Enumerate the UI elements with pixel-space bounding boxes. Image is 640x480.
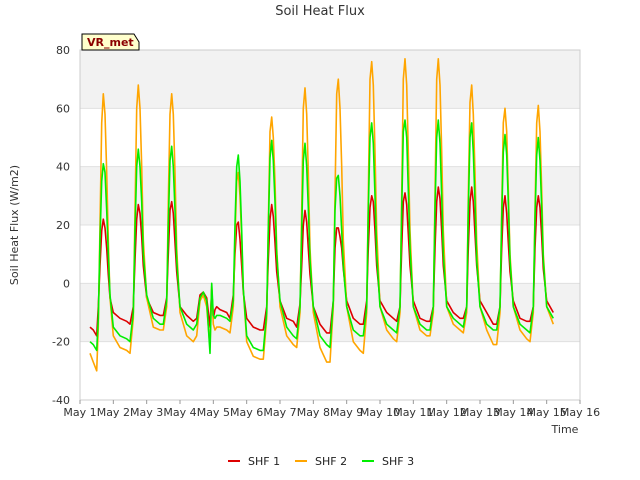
annotation-label: VR_met xyxy=(87,36,134,49)
legend: SHF 1 SHF 2 SHF 3 xyxy=(228,455,414,468)
x-tick-label: May 16 xyxy=(560,406,600,419)
x-tick-label: May 14 xyxy=(493,406,533,419)
background-band-2 xyxy=(80,50,580,109)
x-axis-label: Time xyxy=(551,423,579,436)
annotation-badge: VR_met xyxy=(81,33,140,51)
x-tick-labels: May 1 May 2 May 3 May 4 May 5 May 6 May 7 May 8… xyxy=(63,400,600,419)
x-tick-label: May 7 xyxy=(263,406,296,419)
y-tick-label: 60 xyxy=(56,102,70,115)
x-tick-label: May 13 xyxy=(460,406,500,419)
y-tick-label: 40 xyxy=(56,161,70,174)
annotation-box xyxy=(81,33,140,51)
y-tick-label: 80 xyxy=(56,44,70,57)
chart-title: Soil Heat Flux xyxy=(275,4,365,19)
y-tick-label: 0 xyxy=(63,277,70,290)
series-lines xyxy=(89,58,555,372)
legend-label: SHF 3 xyxy=(382,455,414,468)
x-tick-label: May 2 xyxy=(97,406,130,419)
x-tick-label: May 5 xyxy=(197,406,230,419)
plot-frame xyxy=(79,49,581,401)
x-tick-label: May 4 xyxy=(163,406,196,419)
legend-label: SHF 2 xyxy=(315,455,347,468)
background-band-1 xyxy=(80,166,580,225)
x-tick-label: May 6 xyxy=(230,406,263,419)
x-tick-label: May 3 xyxy=(130,406,163,419)
series-line-shf-2 xyxy=(89,58,555,372)
y-tick-labels: -40 -20 0 20 40 60 80 xyxy=(52,44,70,407)
x-tick-label: May 12 xyxy=(427,406,467,419)
legend-label: SHF 1 xyxy=(248,455,280,468)
x-tick-label: May 11 xyxy=(393,406,433,419)
x-tick-label: May 15 xyxy=(527,406,567,419)
y-tick-label: -40 xyxy=(52,394,70,407)
y-axis-label: Soil Heat Flux (W/m2) xyxy=(8,165,21,285)
y-tick-label: 20 xyxy=(56,219,70,232)
series-line-shf-3 xyxy=(89,119,554,355)
x-tick-label: May 1 xyxy=(63,406,96,419)
x-tick-label: May 8 xyxy=(297,406,330,419)
x-tick-label: May 10 xyxy=(360,406,400,419)
x-tick-label: May 9 xyxy=(330,406,363,419)
y-tick-label: -20 xyxy=(52,336,70,349)
